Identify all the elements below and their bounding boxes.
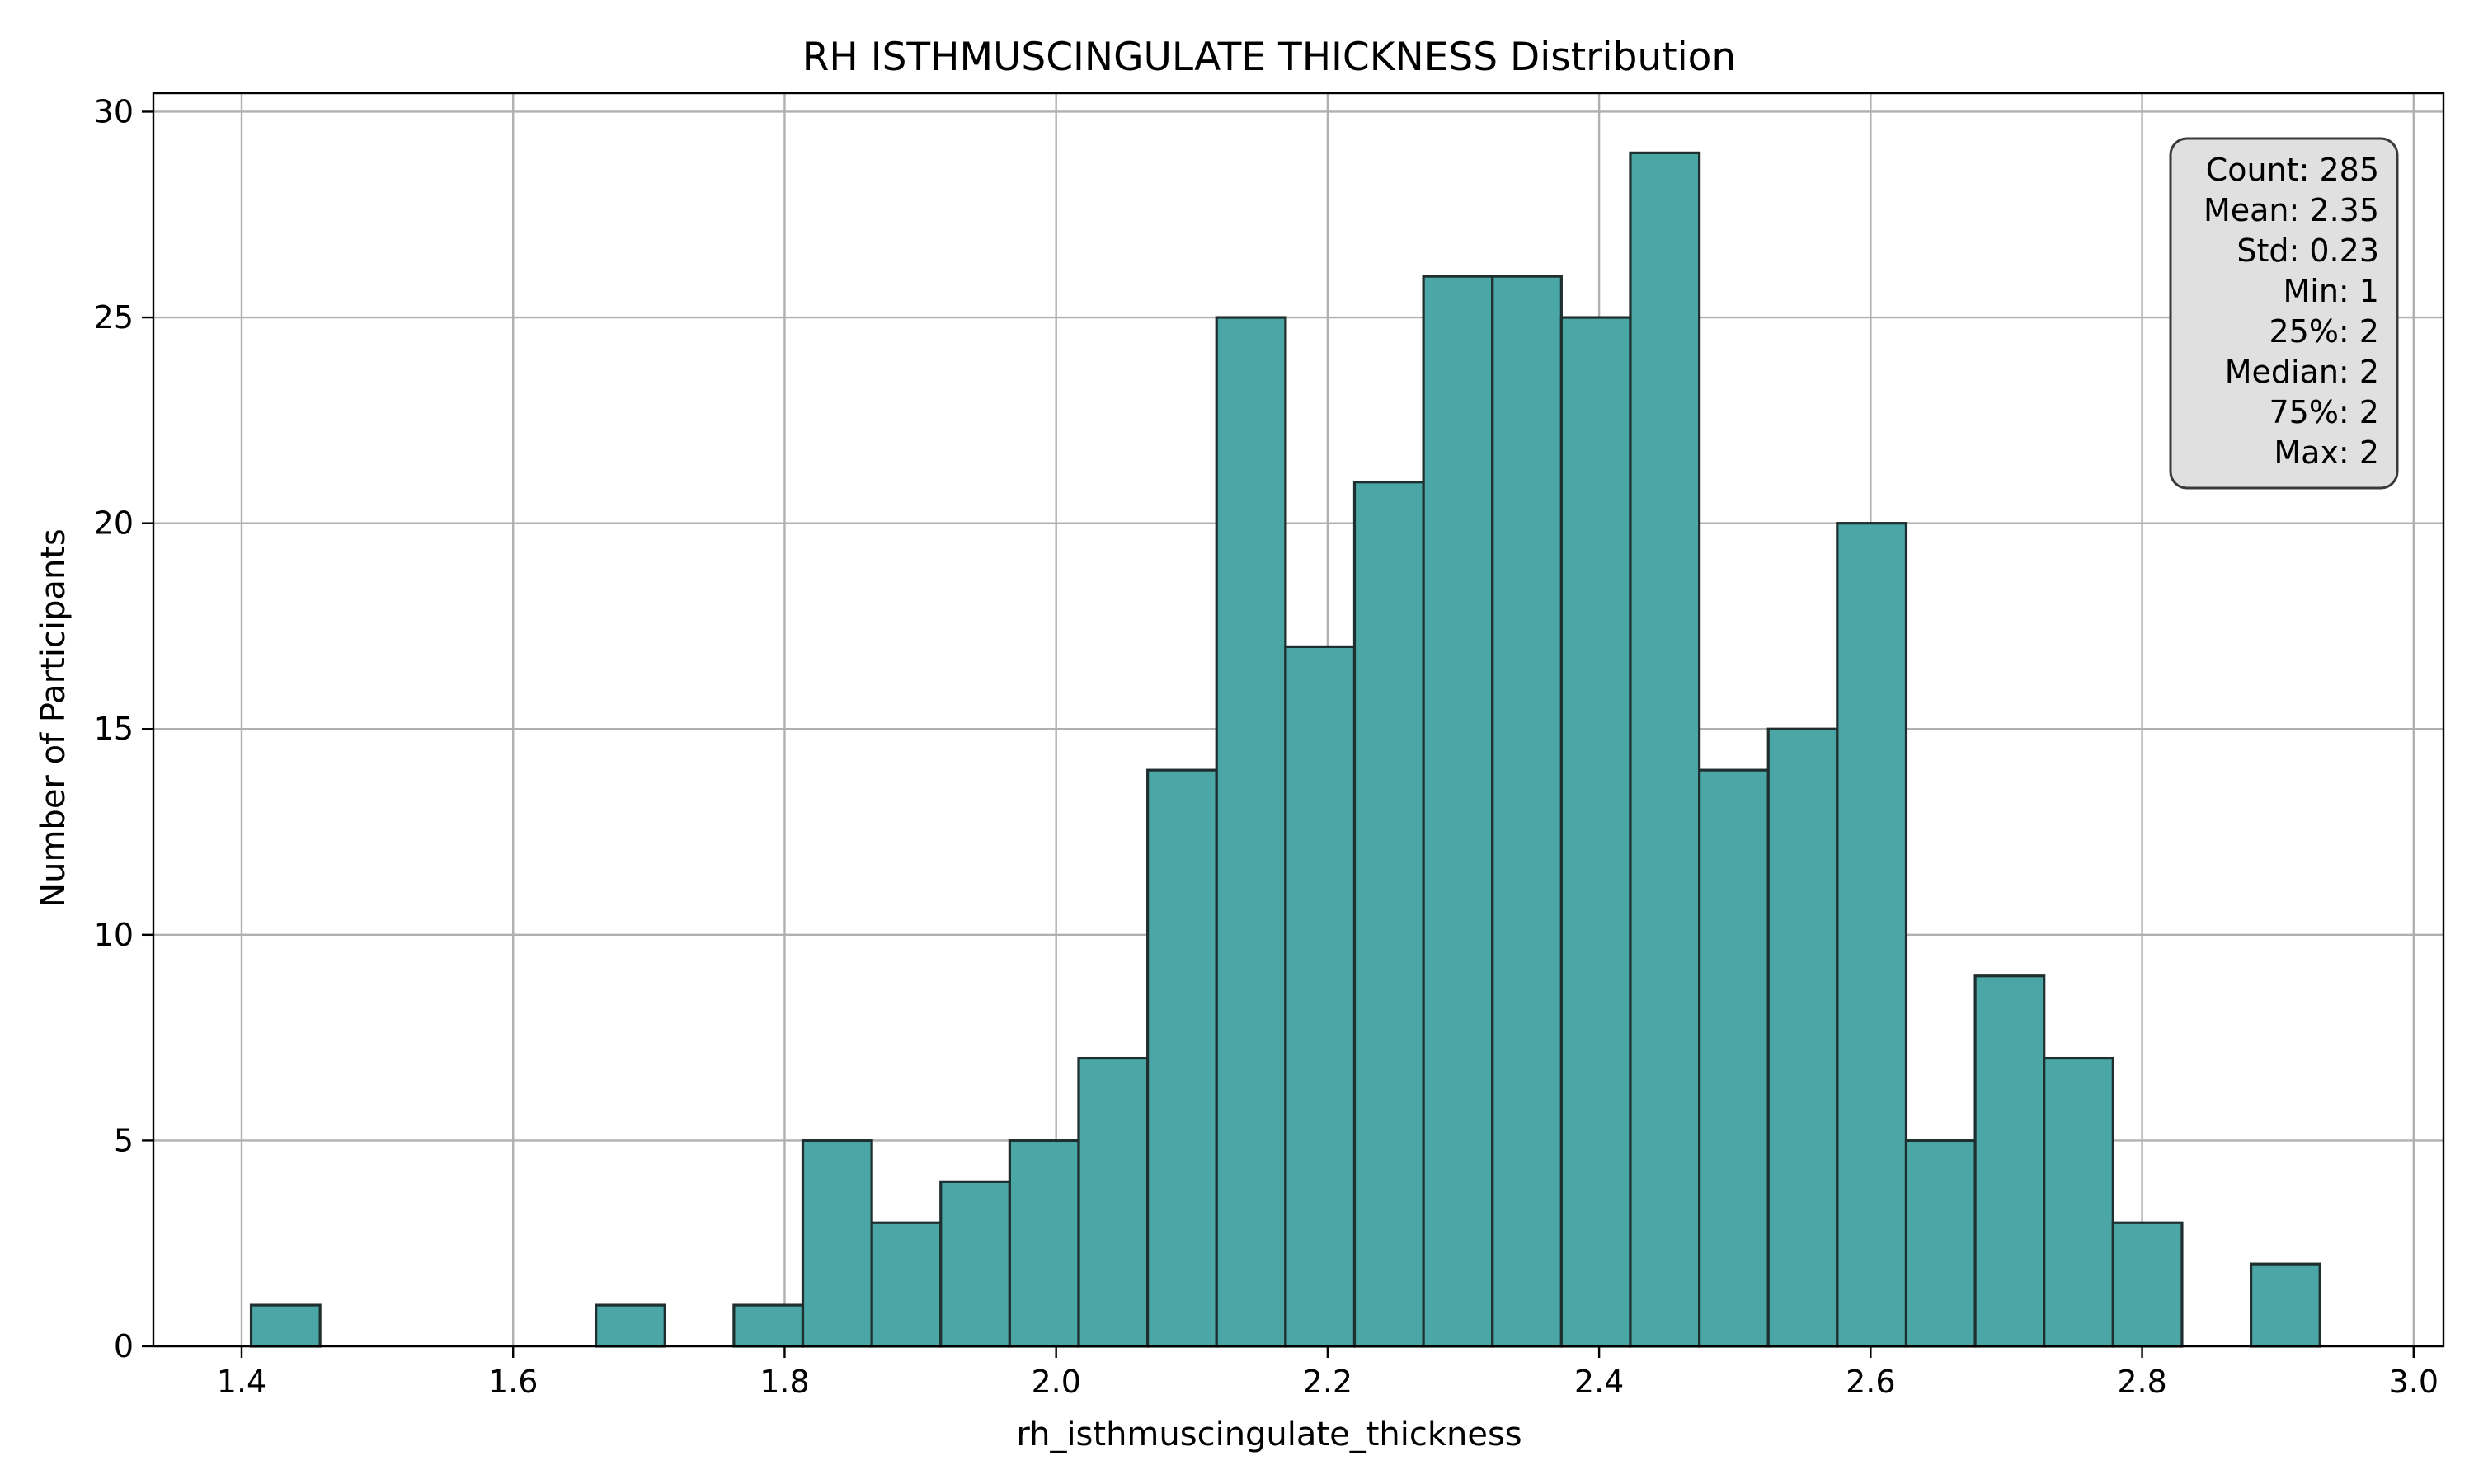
x-tick-label: 2.4: [1574, 1364, 1624, 1400]
histogram-bar: [2249, 1262, 2321, 1348]
stats-line: 75%: 2: [2269, 394, 2379, 430]
x-tick-label: 1.6: [488, 1364, 538, 1400]
histogram-bar: [1352, 481, 1425, 1348]
y-tick-label: 5: [114, 1122, 134, 1158]
x-tick-label: 3.0: [2389, 1364, 2439, 1400]
stats-line: Count: 285: [2206, 152, 2379, 188]
x-tick-label: 2.8: [2117, 1364, 2166, 1400]
y-tick-label: 30: [94, 93, 134, 129]
histogram-bar: [249, 1303, 322, 1348]
x-tick-label: 1.8: [760, 1364, 809, 1400]
histogram-bar: [1284, 645, 1357, 1348]
x-tick-label: 2.2: [1303, 1364, 1352, 1400]
stats-line: Mean: 2.35: [2204, 192, 2379, 228]
summary-stats-box: Count: 285 Mean: 2.35 Std: 0.23 Min: 1 25%: …: [2169, 137, 2399, 490]
histogram-bar: [801, 1139, 873, 1348]
x-tick-label: 2.0: [1031, 1364, 1080, 1400]
plot-axes: [152, 92, 2445, 1348]
histogram-bar: [1146, 768, 1218, 1348]
histogram-bar: [1422, 275, 1494, 1348]
histogram-bar: [1077, 1056, 1150, 1348]
x-tick-label: 1.4: [217, 1364, 266, 1400]
x-tick-label: 2.6: [1846, 1364, 1895, 1400]
histogram-bar: [2043, 1056, 2114, 1348]
histogram-bars: [249, 151, 2321, 1348]
histogram-bar: [1766, 727, 1839, 1348]
stats-line: 25%: 2: [2269, 313, 2379, 350]
axis-ticks: 1.4 1.6 1.8 2.0 2.2 2.4 2.6 2.8 3.0 0 5 10 15 20 25 30: [94, 93, 2439, 1400]
histogram-bar: [1904, 1139, 1977, 1348]
y-tick-label: 10: [94, 917, 134, 953]
stats-line: Median: 2: [2225, 354, 2379, 390]
histogram-bar: [1697, 768, 1770, 1348]
histogram-bar: [732, 1303, 805, 1348]
histogram-bar: [939, 1180, 1011, 1348]
plot-frame: [152, 92, 2445, 1348]
histogram-bar: [1008, 1139, 1080, 1348]
histogram-bar: [2111, 1221, 2184, 1348]
stats-box-background: [2169, 137, 2399, 490]
x-axis-label: rh_isthmuscingulate_thickness: [1016, 1416, 1522, 1453]
chart-title: RH ISTHMUSCINGULATE THICKNESS Distributi…: [802, 35, 1736, 80]
histogram-bar: [1215, 316, 1287, 1348]
histogram-bar: [1491, 275, 1563, 1348]
histogram-bar: [870, 1221, 943, 1348]
stats-line: Min: 1: [2284, 273, 2380, 309]
y-tick-label: 0: [114, 1328, 134, 1364]
y-axis-label: Number of Participants: [35, 528, 73, 908]
stats-line: Std: 0.23: [2236, 232, 2379, 269]
y-tick-label: 15: [94, 711, 134, 747]
histogram-bar: [1973, 974, 2046, 1348]
stats-line: Max: 2: [2274, 434, 2379, 471]
histogram-bar: [1836, 522, 1908, 1348]
histogram-bar: [595, 1303, 666, 1348]
histogram-bar: [1559, 316, 1632, 1348]
y-tick-label: 20: [94, 505, 134, 542]
y-tick-label: 25: [94, 299, 134, 336]
histogram-bar: [1629, 151, 1701, 1348]
